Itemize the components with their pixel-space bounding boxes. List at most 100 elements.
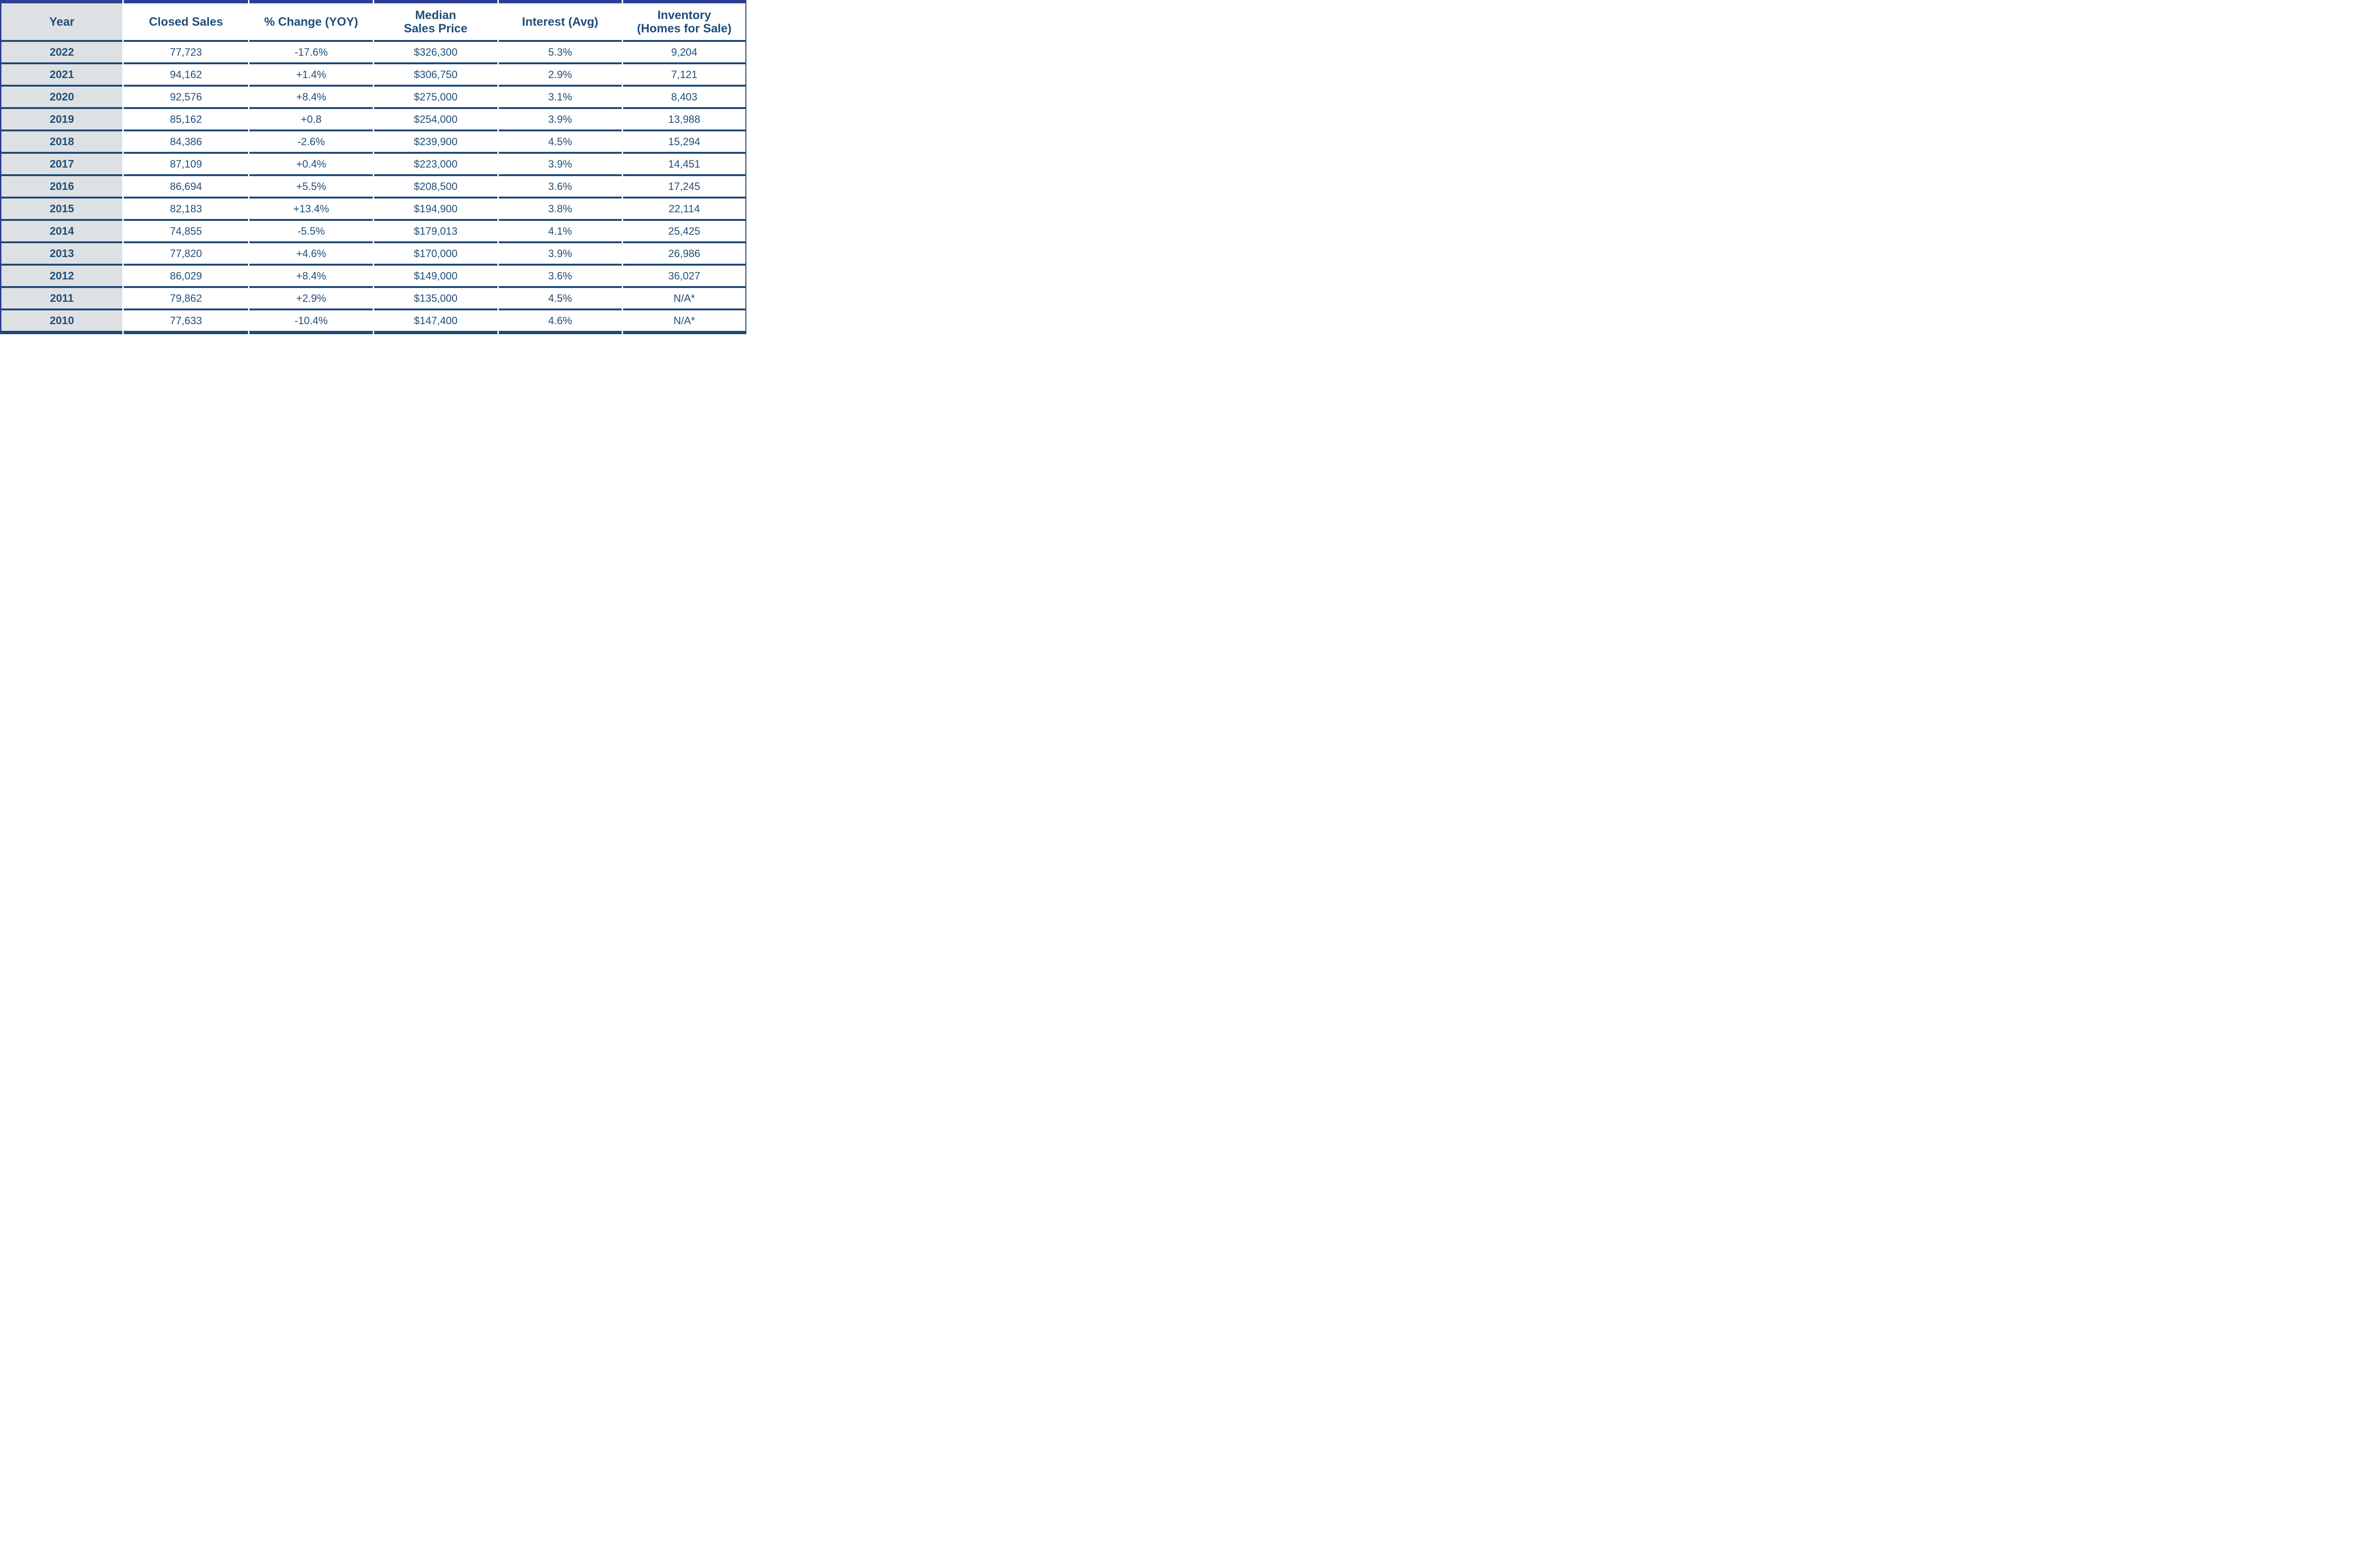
data-cell-median-sales-price: $179,013	[374, 221, 497, 243]
data-cell-closed-sales: 79,862	[123, 288, 248, 310]
year-cell: 2016	[1, 176, 122, 199]
data-cell-interest-avg: 3.9%	[498, 243, 622, 266]
data-cell-median-sales-price: $147,400	[374, 310, 497, 334]
data-cell-median-sales-price: $149,000	[374, 266, 497, 288]
data-cell-change-yoy: -2.6%	[249, 131, 373, 154]
data-cell-median-sales-price: $170,000	[374, 243, 497, 266]
data-cell-change-yoy: -10.4%	[249, 310, 373, 334]
table-row: 2022 77,723 -17.6% $326,300 5.3% 9,204	[1, 42, 745, 64]
data-cell-inventory-homes-for-sale: 14,451	[623, 154, 745, 176]
data-cell-inventory-homes-for-sale: 25,425	[623, 221, 745, 243]
data-cell-closed-sales: 82,183	[123, 199, 248, 221]
data-cell-inventory-homes-for-sale: 17,245	[623, 176, 745, 199]
data-cell-change-yoy: +1.4%	[249, 64, 373, 87]
data-cell-interest-avg: 3.6%	[498, 266, 622, 288]
data-cell-interest-avg: 3.8%	[498, 199, 622, 221]
column-header-inventory-homes-for-sale: Inventory (Homes for Sale)	[623, 0, 745, 42]
table-body: 2022 77,723 -17.6% $326,300 5.3% 9,204 2021 94,…	[1, 42, 745, 334]
column-header-median-sales-price: Median Sales Price	[374, 0, 497, 42]
data-cell-interest-avg: 3.9%	[498, 154, 622, 176]
data-cell-interest-avg: 2.9%	[498, 64, 622, 87]
table-row: 2021 94,162 +1.4% $306,750 2.9% 7,121	[1, 64, 745, 87]
year-cell: 2017	[1, 154, 122, 176]
data-cell-interest-avg: 4.1%	[498, 221, 622, 243]
year-cell: 2013	[1, 243, 122, 266]
table-row: 2011 79,862 +2.9% $135,000 4.5% N/A*	[1, 288, 745, 310]
table-row: 2013 77,820 +4.6% $170,000 3.9% 26,986	[1, 243, 745, 266]
data-cell-inventory-homes-for-sale: 26,986	[623, 243, 745, 266]
data-cell-closed-sales: 86,029	[123, 266, 248, 288]
table-border-frame: Year Closed Sales% Change (YOY) Median Sal…	[0, 0, 746, 334]
table-row: 2019 85,162 +0.8 $254,000 3.9% 13,988	[1, 109, 745, 131]
data-cell-inventory-homes-for-sale: 13,988	[623, 109, 745, 131]
data-cell-change-yoy: +8.4%	[249, 266, 373, 288]
year-cell: 2020	[1, 87, 122, 109]
data-cell-change-yoy: +4.6%	[249, 243, 373, 266]
data-cell-closed-sales: 77,723	[123, 42, 248, 64]
data-cell-inventory-homes-for-sale: N/A*	[623, 310, 745, 334]
data-cell-interest-avg: 3.9%	[498, 109, 622, 131]
data-cell-median-sales-price: $306,750	[374, 64, 497, 87]
data-cell-inventory-homes-for-sale: 22,114	[623, 199, 745, 221]
table-row: 2014 74,855 -5.5% $179,013 4.1% 25,425	[1, 221, 745, 243]
year-cell: 2012	[1, 266, 122, 288]
data-cell-closed-sales: 92,576	[123, 87, 248, 109]
table-header: Year Closed Sales% Change (YOY) Median Sal…	[1, 0, 745, 42]
data-cell-change-yoy: +5.5%	[249, 176, 373, 199]
data-cell-interest-avg: 4.5%	[498, 288, 622, 310]
data-cell-interest-avg: 3.1%	[498, 87, 622, 109]
year-cell: 2011	[1, 288, 122, 310]
data-cell-interest-avg: 3.6%	[498, 176, 622, 199]
data-cell-change-yoy: +0.4%	[249, 154, 373, 176]
data-cell-change-yoy: -17.6%	[249, 42, 373, 64]
data-cell-inventory-homes-for-sale: 8,403	[623, 87, 745, 109]
year-cell: 2021	[1, 64, 122, 87]
data-cell-interest-avg: 5.3%	[498, 42, 622, 64]
data-cell-inventory-homes-for-sale: 7,121	[623, 64, 745, 87]
data-cell-closed-sales: 87,109	[123, 154, 248, 176]
year-cell: 2022	[1, 42, 122, 64]
column-header-change-yoy: % Change (YOY)	[249, 0, 373, 42]
year-cell: 2019	[1, 109, 122, 131]
year-cell: 2018	[1, 131, 122, 154]
year-cell: 2015	[1, 199, 122, 221]
data-cell-interest-avg: 4.6%	[498, 310, 622, 334]
data-cell-closed-sales: 94,162	[123, 64, 248, 87]
table-row: 2015 82,183 +13.4% $194,900 3.8% 22,114	[1, 199, 745, 221]
yearly-housing-stats-page: Year Closed Sales% Change (YOY) Median Sal…	[0, 0, 746, 339]
data-cell-median-sales-price: $223,000	[374, 154, 497, 176]
data-cell-closed-sales: 85,162	[123, 109, 248, 131]
data-cell-inventory-homes-for-sale: N/A*	[623, 288, 745, 310]
yearly-housing-stats-table: Year Closed Sales% Change (YOY) Median Sal…	[1, 0, 745, 334]
data-cell-closed-sales: 84,386	[123, 131, 248, 154]
table-row: 2020 92,576 +8.4% $275,000 3.1% 8,403	[1, 87, 745, 109]
column-header-year: Year	[1, 0, 122, 42]
table-row: 2010 77,633 -10.4% $147,400 4.6% N/A*	[1, 310, 745, 334]
data-cell-median-sales-price: $254,000	[374, 109, 497, 131]
data-cell-closed-sales: 77,633	[123, 310, 248, 334]
data-cell-closed-sales: 86,694	[123, 176, 248, 199]
data-cell-inventory-homes-for-sale: 9,204	[623, 42, 745, 64]
year-cell: 2014	[1, 221, 122, 243]
data-cell-change-yoy: -5.5%	[249, 221, 373, 243]
table-row: 2016 86,694 +5.5% $208,500 3.6% 17,245	[1, 176, 745, 199]
column-header-closed-sales: Closed Sales	[123, 0, 248, 42]
data-cell-interest-avg: 4.5%	[498, 131, 622, 154]
data-cell-closed-sales: 77,820	[123, 243, 248, 266]
data-cell-change-yoy: +13.4%	[249, 199, 373, 221]
data-cell-median-sales-price: $208,500	[374, 176, 497, 199]
data-cell-median-sales-price: $135,000	[374, 288, 497, 310]
data-cell-median-sales-price: $275,000	[374, 87, 497, 109]
table-row: 2012 86,029 +8.4% $149,000 3.6% 36,027	[1, 266, 745, 288]
data-cell-inventory-homes-for-sale: 36,027	[623, 266, 745, 288]
data-cell-change-yoy: +8.4%	[249, 87, 373, 109]
column-header-interest-avg: Interest (Avg)	[498, 0, 622, 42]
data-cell-closed-sales: 74,855	[123, 221, 248, 243]
data-cell-change-yoy: +2.9%	[249, 288, 373, 310]
table-row: 2017 87,109 +0.4% $223,000 3.9% 14,451	[1, 154, 745, 176]
data-cell-median-sales-price: $194,900	[374, 199, 497, 221]
data-cell-inventory-homes-for-sale: 15,294	[623, 131, 745, 154]
data-cell-change-yoy: +0.8	[249, 109, 373, 131]
header-row: Year Closed Sales% Change (YOY) Median Sal…	[1, 0, 745, 42]
data-cell-median-sales-price: $239,900	[374, 131, 497, 154]
